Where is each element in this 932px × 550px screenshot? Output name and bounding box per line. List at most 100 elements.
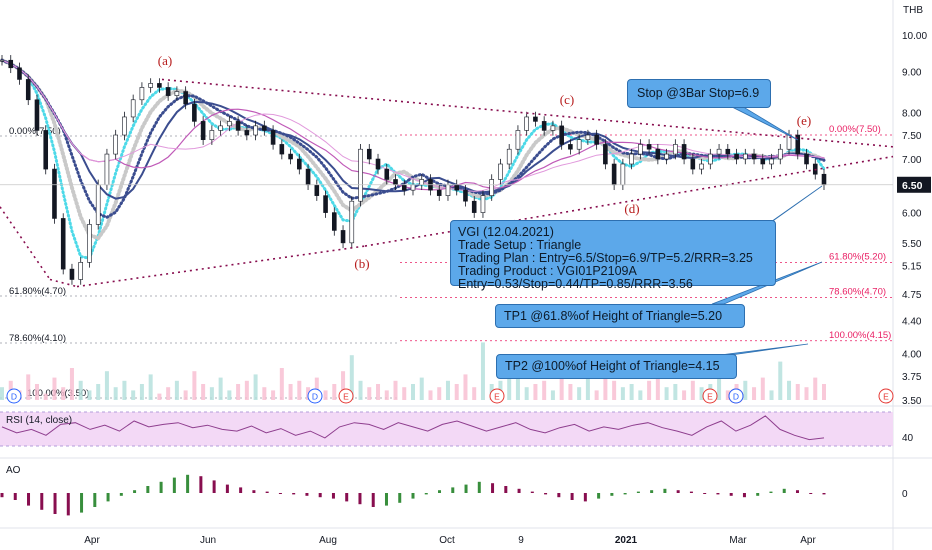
volume-bar (227, 390, 232, 400)
candle-body (157, 83, 162, 88)
candle-body (751, 153, 757, 160)
ao-zero-label: 0 (902, 489, 908, 500)
price-axis[interactable]: THB 10.00 9.00 8.00 7.50 7.00 6.00 5.50 5.15 4.75… (0, 5, 931, 407)
candle-body (419, 179, 425, 186)
candle-body (358, 148, 363, 202)
setup-line-plan: Trading Plan : Entry=6.5/Stop=6.9/TP=5.2… (458, 251, 753, 265)
event-marker-letter: E (883, 392, 889, 402)
ao-bar (809, 493, 813, 494)
candle-body (262, 125, 267, 131)
ao-panel[interactable]: AO 0 (0, 465, 909, 516)
ao-bar (517, 488, 521, 493)
candle-body (314, 184, 320, 196)
volume-bar (26, 374, 31, 400)
candle-body (104, 153, 110, 186)
volume-bar (78, 380, 83, 400)
price-candles (0, 55, 827, 285)
ao-bar (0, 493, 4, 498)
wave-label: (b) (354, 256, 369, 271)
volume-bar (673, 384, 678, 400)
volume-bar (655, 377, 660, 400)
volume-bar (358, 380, 363, 400)
rsi-panel[interactable]: RSI (14, close) 40 (0, 411, 914, 447)
ao-bar (371, 493, 375, 507)
event-marker-letter: D (11, 392, 17, 402)
volume-bar (43, 393, 48, 400)
volume-bar (131, 390, 136, 400)
candle-body (331, 212, 337, 231)
candle-body (506, 148, 512, 165)
ao-bar (358, 493, 362, 505)
fib-label-right: 100.00%(4.15) (829, 330, 891, 341)
ao-bar (199, 476, 203, 493)
price-tick-label: 4.00 (902, 350, 922, 361)
candle-body (340, 230, 346, 244)
volume-bar (612, 380, 617, 400)
volume-bar (550, 390, 555, 400)
candle-body (603, 144, 608, 165)
tp2-callout-text: TP2 @100%of Height of Triangle=4.15 (505, 359, 720, 373)
time-tick-label: Jun (200, 535, 216, 546)
tp1-callout[interactable]: TP1 @61.8%of Height of Triangle=5.20 (495, 304, 745, 328)
candle-body (541, 121, 547, 131)
tp1-callout-text: TP1 @61.8%of Height of Triangle=5.20 (504, 309, 723, 323)
candle-body (664, 153, 669, 160)
tp2-callout[interactable]: TP2 @100%of Height of Triangle=4.15 (496, 354, 737, 379)
volume-bar (218, 377, 223, 400)
candle-body (393, 179, 398, 186)
ao-bar (477, 481, 481, 493)
candle-body (130, 99, 136, 118)
candle-body (804, 153, 809, 165)
ao-bar (756, 493, 760, 496)
ao-bar (570, 493, 574, 500)
ao-bar (398, 493, 402, 503)
candle-body (60, 218, 66, 270)
ao-bar (491, 483, 495, 493)
ao-bar (80, 493, 84, 513)
candle-body (690, 158, 696, 170)
candle-body (585, 134, 591, 140)
rsi-level-label: 40 (902, 433, 914, 444)
ao-bar (663, 488, 667, 493)
candle-body (17, 67, 22, 80)
trade-setup-callout[interactable]: VGI (12.04.2021) Trade Setup : Triangle … (450, 220, 776, 291)
candle-body (366, 148, 372, 160)
candle-body (673, 144, 678, 155)
ao-bar (292, 493, 296, 495)
ao-bar (318, 493, 322, 498)
volume-bar (393, 380, 398, 400)
event-marker-letter: E (707, 392, 713, 402)
stop-callout[interactable]: Stop @3Bar Stop=6.9 (627, 79, 771, 108)
volume-bar (594, 390, 599, 400)
volume-bar (34, 384, 39, 400)
event-marker (307, 388, 323, 404)
candle-body (760, 158, 766, 165)
chart-labels: (a)(b)(c)(d)(e)DDEEEEDE (6, 53, 894, 404)
volume-bar (209, 387, 214, 400)
candle-body (139, 87, 145, 101)
volume-bar (367, 387, 372, 400)
ao-bar (424, 493, 428, 495)
candle-body (769, 158, 774, 165)
candle-body (87, 224, 92, 263)
price-tick-label: 4.75 (902, 290, 922, 301)
volume-bar (699, 387, 704, 400)
volume-bar (515, 377, 520, 400)
volume-bar (638, 390, 643, 400)
price-tick-label: 4.40 (902, 316, 922, 327)
volume-bar (96, 384, 101, 400)
candle-body (436, 189, 442, 196)
candle-body (375, 158, 381, 170)
volume-bar (533, 384, 538, 400)
candle-body (463, 189, 468, 202)
setup-line-product: Trading Product : VGI01P2109A (458, 264, 637, 278)
ao-bar (729, 493, 733, 496)
ao-bar (703, 493, 707, 494)
candle-body (638, 144, 643, 155)
volume-bar (139, 384, 144, 400)
volume-bar (104, 371, 109, 400)
candle-body (52, 168, 57, 219)
candle-body (576, 139, 582, 150)
time-axis[interactable]: Apr Jun Aug Oct 9 2021 Mar Apr (84, 535, 816, 546)
